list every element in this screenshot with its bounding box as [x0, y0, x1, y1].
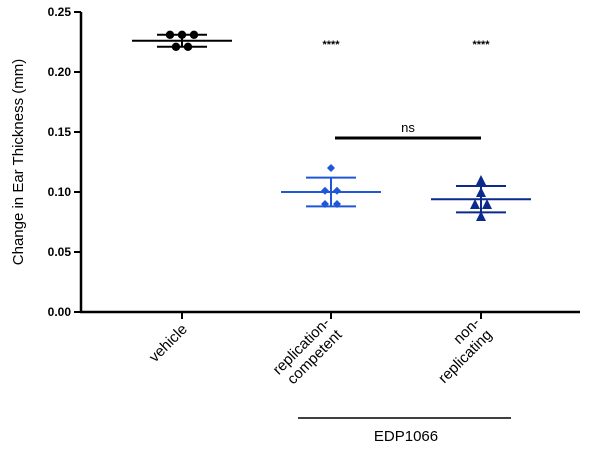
x-tick-label-line: vehicle	[146, 321, 191, 366]
group-bracket-label: EDP1066	[374, 428, 438, 445]
data-point	[327, 164, 335, 172]
group-0	[132, 30, 232, 51]
data-point	[321, 186, 329, 195]
significance-label: ****	[472, 39, 490, 51]
data-point	[476, 187, 486, 197]
y-tick-label: 0.15	[48, 125, 72, 139]
data-point	[333, 200, 341, 208]
data-point	[476, 211, 486, 221]
data-point	[476, 175, 486, 185]
x-tick-label: replication-competent	[270, 314, 347, 391]
group-2	[431, 175, 531, 221]
y-tick-label: 0.00	[48, 305, 72, 319]
comparison-label: ns	[401, 120, 415, 135]
x-tick-label: non-replicating	[423, 314, 495, 386]
chart-annotations: **** **** ns EDP1066	[298, 39, 511, 445]
data-point	[321, 200, 329, 208]
y-axis-label: Change in Ear Thickness (mm)	[10, 59, 27, 265]
y-tick-label: 0.25	[48, 5, 72, 19]
x-tick-label: vehicle	[146, 321, 191, 366]
y-axis: 0.00 0.05 0.10 0.15 0.20 0.25	[48, 5, 83, 319]
data-point	[177, 30, 187, 39]
data-point	[171, 42, 181, 51]
y-tick-label: 0.10	[48, 185, 72, 199]
significance-label: ****	[322, 39, 340, 51]
y-tick-label: 0.05	[48, 245, 72, 259]
data-point	[482, 199, 492, 209]
data-point	[470, 199, 480, 209]
data-point	[333, 186, 341, 195]
data-point	[183, 42, 193, 51]
y-tick-label: 0.20	[48, 65, 72, 79]
data-point	[165, 30, 175, 39]
group-1	[281, 164, 381, 208]
data-point	[189, 30, 199, 39]
x-axis: vehicle replication-competent non-replicat…	[80, 310, 580, 391]
chart-marks	[132, 30, 531, 221]
